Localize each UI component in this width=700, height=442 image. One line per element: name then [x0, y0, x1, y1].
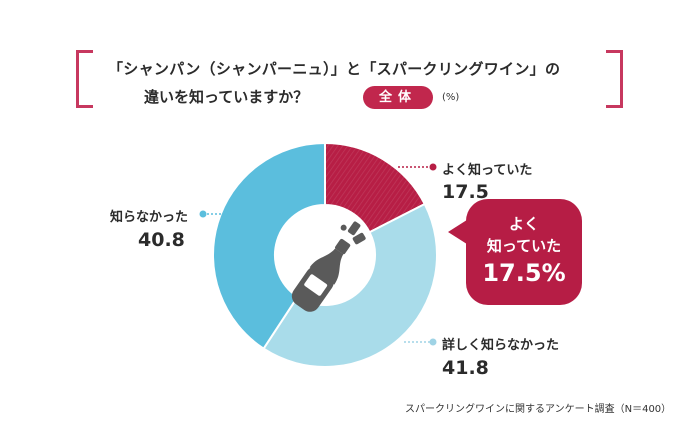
callout-line2: 知っていた [486, 237, 562, 255]
callout-tail [448, 218, 470, 246]
leader-did-not-know-dot [199, 210, 207, 218]
chart-title-line1: 「シャンパン（シャンパーニュ）」と「スパークリングワイン」の [108, 60, 561, 78]
scope-badge: 全体 [363, 86, 433, 109]
highlight-callout: よく 知っていた 17.5% [466, 199, 582, 305]
callout-value: 17.5% [482, 259, 566, 287]
label-well-known: よく知っていた [442, 163, 533, 178]
slice-not-in-detail [262, 202, 438, 368]
leader-not-in-detail-dot [429, 338, 437, 346]
value-well-known: 17.5 [442, 181, 489, 203]
title-bracket-left [76, 50, 93, 108]
unit-label: (%) [442, 92, 460, 103]
value-not-in-detail: 41.8 [442, 357, 489, 379]
survey-footnote: スパークリングワインに関するアンケート調査（N＝400） [405, 404, 672, 415]
slice-well-known-texture [325, 143, 425, 233]
value-did-not-know: 40.8 [138, 229, 185, 251]
champagne-bottle-icon [291, 221, 366, 312]
label-did-not-know: 知らなかった [110, 210, 189, 225]
title-bracket-right [606, 50, 623, 108]
callout-line1: よく [508, 215, 539, 233]
label-not-in-detail: 詳しく知らなかった [442, 338, 560, 353]
leader-well-known-dot [429, 163, 437, 171]
chart-title-line2: 違いを知っていますか？ [144, 88, 309, 106]
